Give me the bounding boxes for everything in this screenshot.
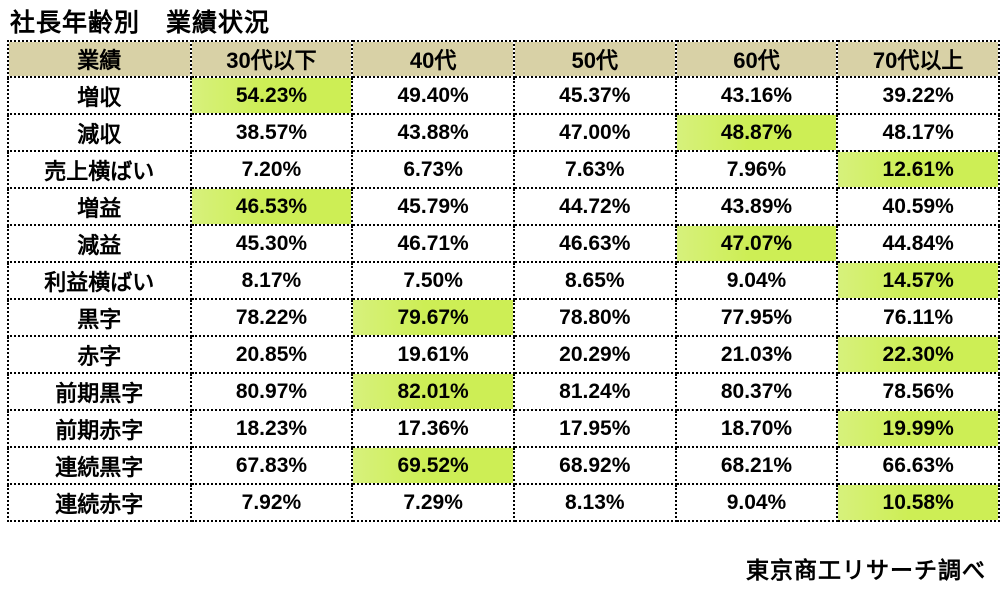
value-cell: 46.63% <box>512 224 677 263</box>
value-cell: 44.84% <box>836 224 1000 263</box>
table-row: 前期赤字 18.23% 17.36% 17.95% 18.70% 19.99% <box>7 409 1000 448</box>
value-cell-highlighted: 14.57% <box>836 261 1000 300</box>
value-cell: 43.88% <box>351 113 515 152</box>
value-cell: 47.00% <box>512 113 677 152</box>
value-cell: 8.17% <box>189 261 354 300</box>
row-label: 減収 <box>7 113 192 152</box>
source-note: 東京商工リサーチ調べ <box>746 557 986 583</box>
page-title: 社長年齢別 業績状況 <box>10 9 271 37</box>
value-cell: 43.16% <box>674 76 839 115</box>
column-header: 60代 <box>674 40 839 78</box>
value-cell: 81.24% <box>512 372 677 411</box>
value-cell: 7.29% <box>351 483 515 522</box>
row-label: 減益 <box>7 224 192 263</box>
value-cell: 9.04% <box>674 261 839 300</box>
row-label: 増益 <box>7 187 192 226</box>
column-header: 40代 <box>351 40 515 78</box>
table-row: 連続赤字 7.92% 7.29% 8.13% 9.04% 10.58% <box>7 483 1000 522</box>
value-cell: 68.92% <box>512 446 677 485</box>
row-label: 前期黒字 <box>7 372 192 411</box>
value-cell: 45.79% <box>351 187 515 226</box>
value-cell: 18.23% <box>189 409 354 448</box>
value-cell: 17.36% <box>351 409 515 448</box>
value-cell: 40.59% <box>836 187 1000 226</box>
table-row: 減収 38.57% 43.88% 47.00% 48.87% 48.17% <box>7 113 1000 152</box>
value-cell: 80.37% <box>674 372 839 411</box>
value-cell-highlighted: 82.01% <box>351 372 515 411</box>
value-cell: 46.71% <box>351 224 515 263</box>
value-cell: 21.03% <box>674 335 839 374</box>
value-cell-highlighted: 22.30% <box>836 335 1000 374</box>
row-label: 増収 <box>7 76 192 115</box>
column-header: 30代以下 <box>189 40 354 78</box>
table-row: 売上横ばい 7.20% 6.73% 7.63% 7.96% 12.61% <box>7 150 1000 189</box>
value-cell: 66.63% <box>836 446 1000 485</box>
value-cell-highlighted: 10.58% <box>836 483 1000 522</box>
column-header: 70代以上 <box>836 40 1000 78</box>
value-cell: 39.22% <box>836 76 1000 115</box>
value-cell: 43.89% <box>674 187 839 226</box>
table-row: 増益 46.53% 45.79% 44.72% 43.89% 40.59% <box>7 187 1000 226</box>
value-cell-highlighted: 79.67% <box>351 298 515 337</box>
value-cell: 9.04% <box>674 483 839 522</box>
value-cell: 7.96% <box>674 150 839 189</box>
value-cell: 19.61% <box>351 335 515 374</box>
value-cell-highlighted: 46.53% <box>189 187 354 226</box>
value-cell: 44.72% <box>512 187 677 226</box>
value-cell-highlighted: 47.07% <box>674 224 839 263</box>
table-body: 増収 54.23% 49.40% 45.37% 43.16% 39.22% 減収 38.57%… <box>7 76 1000 522</box>
column-header: 50代 <box>512 40 677 78</box>
row-label: 連続赤字 <box>7 483 192 522</box>
value-cell-highlighted: 19.99% <box>836 409 1000 448</box>
value-cell: 45.37% <box>512 76 677 115</box>
table-header-row: 業績 30代以下 40代 50代 60代 70代以上 <box>7 40 1000 78</box>
value-cell: 49.40% <box>351 76 515 115</box>
value-cell: 17.95% <box>512 409 677 448</box>
row-label: 利益横ばい <box>7 261 192 300</box>
value-cell-highlighted: 69.52% <box>351 446 515 485</box>
value-cell: 68.21% <box>674 446 839 485</box>
value-cell: 7.20% <box>189 150 354 189</box>
value-cell: 8.65% <box>512 261 677 300</box>
value-cell: 45.30% <box>189 224 354 263</box>
table-row: 増収 54.23% 49.40% 45.37% 43.16% 39.22% <box>7 76 1000 115</box>
table-row: 黒字 78.22% 79.67% 78.80% 77.95% 76.11% <box>7 298 1000 337</box>
row-label: 赤字 <box>7 335 192 374</box>
value-cell-highlighted: 12.61% <box>836 150 1000 189</box>
value-cell-highlighted: 48.87% <box>674 113 839 152</box>
value-cell: 78.56% <box>836 372 1000 411</box>
performance-by-president-age-table: 業績 30代以下 40代 50代 60代 70代以上 増収 54.23% 49.40% 45.3… <box>7 40 1000 522</box>
value-cell: 18.70% <box>674 409 839 448</box>
value-cell: 67.83% <box>189 446 354 485</box>
value-cell: 7.63% <box>512 150 677 189</box>
table-row: 減益 45.30% 46.71% 46.63% 47.07% 44.84% <box>7 224 1000 263</box>
value-cell: 8.13% <box>512 483 677 522</box>
value-cell: 78.80% <box>512 298 677 337</box>
table-row: 赤字 20.85% 19.61% 20.29% 21.03% 22.30% <box>7 335 1000 374</box>
value-cell: 20.85% <box>189 335 354 374</box>
row-label: 売上横ばい <box>7 150 192 189</box>
header-row: 業績 30代以下 40代 50代 60代 70代以上 <box>7 40 1000 78</box>
row-label: 前期赤字 <box>7 409 192 448</box>
table-row: 前期黒字 80.97% 82.01% 81.24% 80.37% 78.56% <box>7 372 1000 411</box>
value-cell: 76.11% <box>836 298 1000 337</box>
row-label: 連続黒字 <box>7 446 192 485</box>
value-cell: 7.50% <box>351 261 515 300</box>
table-row: 利益横ばい 8.17% 7.50% 8.65% 9.04% 14.57% <box>7 261 1000 300</box>
table-row: 連続黒字 67.83% 69.52% 68.92% 68.21% 66.63% <box>7 446 1000 485</box>
value-cell: 38.57% <box>189 113 354 152</box>
value-cell: 7.92% <box>189 483 354 522</box>
value-cell: 6.73% <box>351 150 515 189</box>
column-header: 業績 <box>7 40 192 78</box>
value-cell: 77.95% <box>674 298 839 337</box>
value-cell-highlighted: 54.23% <box>189 76 354 115</box>
value-cell: 48.17% <box>836 113 1000 152</box>
value-cell: 80.97% <box>189 372 354 411</box>
value-cell: 20.29% <box>512 335 677 374</box>
value-cell: 78.22% <box>189 298 354 337</box>
row-label: 黒字 <box>7 298 192 337</box>
